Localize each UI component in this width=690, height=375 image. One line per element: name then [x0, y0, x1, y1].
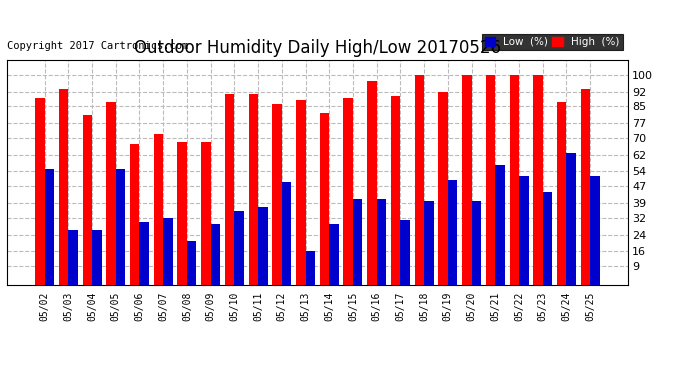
Bar [581, 90, 590, 285]
Bar [201, 142, 210, 285]
Bar [391, 96, 400, 285]
Bar [210, 224, 220, 285]
Legend: Low  (%), High  (%): Low (%), High (%) [482, 34, 622, 50]
Bar [566, 153, 576, 285]
Bar [367, 81, 377, 285]
Bar [319, 112, 329, 285]
Bar [139, 222, 149, 285]
Bar [296, 100, 306, 285]
Bar [187, 241, 197, 285]
Bar [83, 115, 92, 285]
Bar [154, 134, 164, 285]
Bar [495, 165, 505, 285]
Title: Outdoor Humidity Daily High/Low 20170526: Outdoor Humidity Daily High/Low 20170526 [134, 39, 501, 57]
Bar [486, 75, 495, 285]
Bar [415, 75, 424, 285]
Bar [519, 176, 529, 285]
Bar [273, 104, 282, 285]
Bar [248, 94, 258, 285]
Bar [177, 142, 187, 285]
Bar [462, 75, 471, 285]
Bar [590, 176, 600, 285]
Bar [329, 224, 339, 285]
Bar [424, 201, 433, 285]
Bar [377, 199, 386, 285]
Bar [282, 182, 291, 285]
Bar [543, 192, 552, 285]
Bar [344, 98, 353, 285]
Bar [471, 201, 481, 285]
Bar [68, 230, 78, 285]
Text: Copyright 2017 Cartronics.com: Copyright 2017 Cartronics.com [7, 41, 188, 51]
Bar [92, 230, 101, 285]
Bar [306, 251, 315, 285]
Bar [106, 102, 116, 285]
Bar [353, 199, 362, 285]
Bar [557, 102, 566, 285]
Bar [164, 218, 172, 285]
Bar [400, 220, 410, 285]
Bar [438, 92, 448, 285]
Bar [116, 170, 126, 285]
Bar [509, 75, 519, 285]
Bar [130, 144, 139, 285]
Bar [59, 90, 68, 285]
Bar [225, 94, 235, 285]
Bar [45, 170, 54, 285]
Bar [448, 180, 457, 285]
Bar [258, 207, 268, 285]
Bar [35, 98, 45, 285]
Bar [235, 211, 244, 285]
Bar [533, 75, 543, 285]
